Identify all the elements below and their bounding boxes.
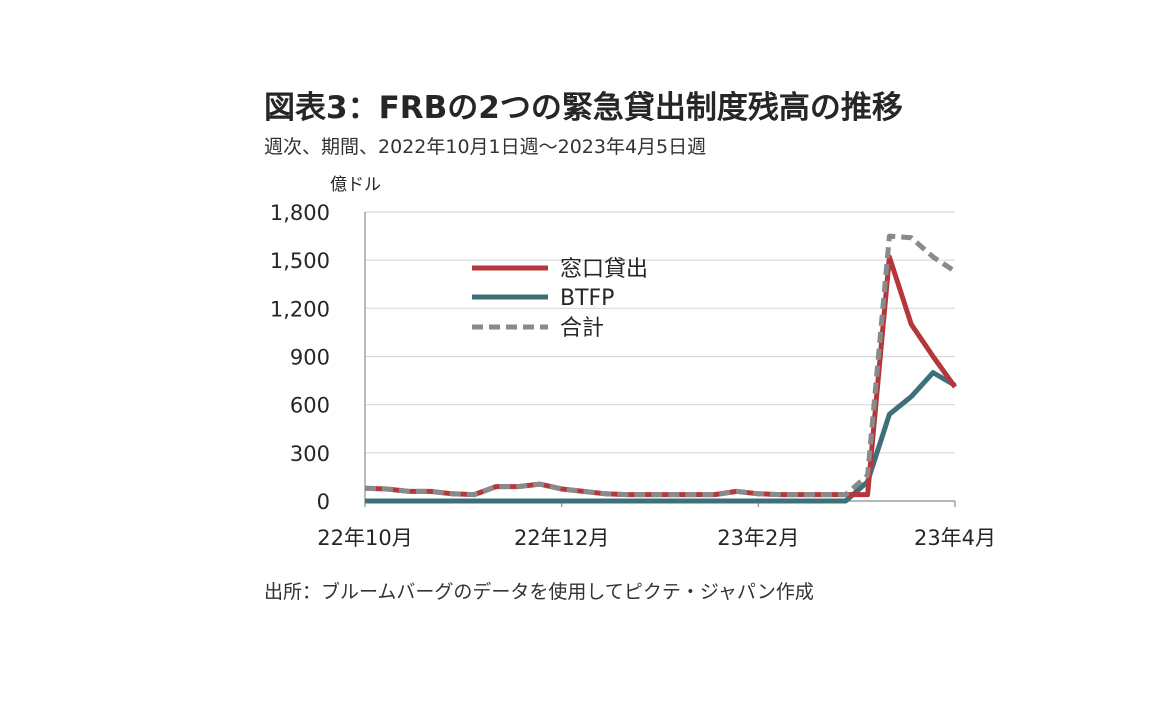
y-axis-unit: 億ドル xyxy=(330,175,381,195)
y-tick-label: 900 xyxy=(290,346,330,370)
x-tick-label: 23年2月 xyxy=(717,526,799,550)
legend-label-2: 合計 xyxy=(560,316,604,341)
y-tick-label: 300 xyxy=(290,442,330,466)
legend-label-0: 窓口貸出 xyxy=(560,257,648,282)
series-line-0 xyxy=(364,254,958,498)
y-tick-label: 1,800 xyxy=(270,201,330,225)
y-tick-label: 0 xyxy=(317,490,330,514)
y-tick-label: 600 xyxy=(290,394,330,418)
series-line-2 xyxy=(364,233,957,498)
chart-subtitle: 週次、期間、2022年10月1日週～2023年4月5日週 xyxy=(264,136,707,158)
series-line-1 xyxy=(365,370,957,504)
series-lines xyxy=(364,233,958,504)
x-tick-label: 23年4月 xyxy=(914,526,996,550)
y-tick-label: 1,200 xyxy=(270,297,330,321)
x-tick-label: 22年12月 xyxy=(514,526,609,550)
grid-lines xyxy=(365,211,955,454)
legend-label-1: BTFP xyxy=(560,286,614,311)
x-tick-label: 22年10月 xyxy=(317,526,412,550)
axes: 0 300 600 900 1,200 1,500 1,800 22年10月 22年12月 23年… xyxy=(270,201,996,550)
source-note: 出所：ブルームバーグのデータを使用してピクテ・ジャパン作成 xyxy=(264,581,814,603)
chart-title: 図表3：FRBの2つの緊急貸出制度残高の推移 xyxy=(264,90,903,126)
legend: 窓口貸出 BTFP 合計 xyxy=(472,257,648,341)
y-tick-label: 1,500 xyxy=(270,249,330,273)
